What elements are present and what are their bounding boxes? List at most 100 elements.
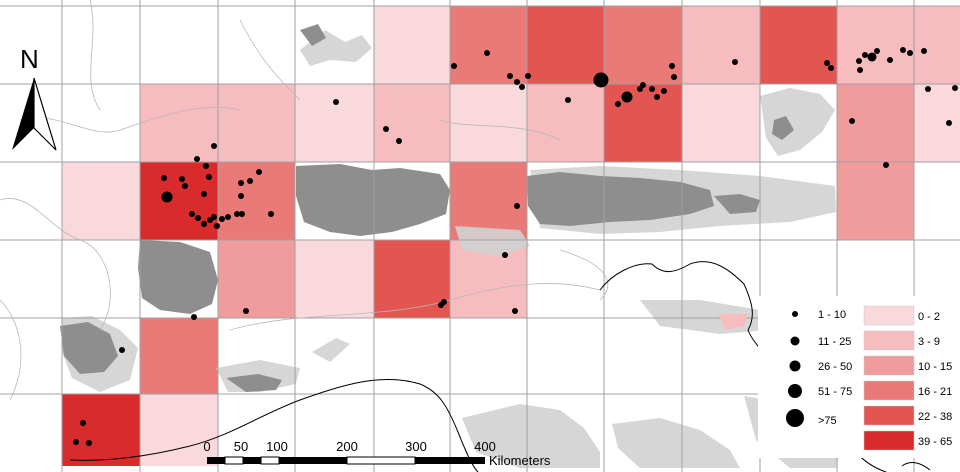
occurrence-point — [828, 65, 834, 71]
grid-cell — [374, 84, 450, 162]
relief-patch — [226, 374, 282, 392]
grid-cell — [140, 84, 218, 162]
occurrence-point — [214, 223, 220, 229]
occurrence-point — [621, 91, 633, 103]
scale-bar-segment — [207, 457, 225, 464]
grid-cell — [450, 84, 527, 162]
occurrence-point — [73, 439, 79, 445]
occurrence-point — [441, 299, 447, 305]
occurrence-point — [206, 174, 212, 180]
occurrence-point — [856, 58, 862, 64]
legend-background — [758, 296, 960, 458]
scale-bar-tick-label: 0 — [203, 439, 210, 454]
legend-class-label: 39 - 65 — [918, 436, 952, 448]
occurrence-point — [239, 211, 245, 217]
legend-class-label: 3 - 9 — [918, 336, 940, 348]
occurrence-point — [649, 86, 655, 92]
occurrence-point — [268, 211, 274, 217]
grid-cell — [450, 6, 527, 84]
occurrence-point — [862, 52, 868, 58]
occurrence-point — [669, 63, 675, 69]
grid-cell — [140, 394, 218, 466]
occurrence-point — [211, 143, 217, 149]
grid-cell — [295, 84, 374, 162]
occurrence-point — [80, 420, 86, 426]
legend-point-label: 11 - 25 — [818, 336, 851, 348]
occurrence-point — [654, 94, 660, 100]
occurrence-point — [396, 138, 402, 144]
occurrence-point — [565, 97, 571, 103]
legend-class-label: 0 - 2 — [918, 311, 940, 323]
occurrence-point — [484, 50, 490, 56]
river-line — [19, 106, 241, 133]
occurrence-point — [247, 178, 253, 184]
occurrence-point — [593, 72, 609, 88]
grid-cell — [914, 6, 960, 84]
occurrence-point — [451, 63, 457, 69]
legend-point-label: >75 — [818, 415, 837, 427]
legend-class-swatch — [863, 330, 915, 351]
relief-patch — [300, 24, 326, 46]
scale-bar-tick-label: 100 — [266, 439, 288, 454]
occurrence-point — [952, 85, 958, 91]
occurrence-point — [512, 308, 518, 314]
scale-bar-segment — [260, 456, 280, 465]
grid-cells — [62, 6, 960, 466]
occurrence-point — [189, 211, 195, 217]
grid-cell — [604, 84, 682, 162]
relief-patch — [612, 418, 740, 468]
scale-bar-segment — [415, 457, 485, 464]
grid-cell — [527, 84, 604, 162]
legend-class-swatch — [863, 430, 915, 451]
grid-cell — [527, 6, 604, 84]
relief-patch — [455, 226, 530, 256]
occurrence-point — [86, 440, 92, 446]
river-line — [439, 119, 561, 141]
legend-point-label: 51 - 75 — [818, 386, 852, 398]
scale-bar-segment — [224, 456, 244, 465]
occurrence-point — [201, 221, 207, 227]
occurrence-point — [238, 180, 244, 186]
relief-patch — [296, 164, 450, 236]
occurrence-point — [219, 216, 225, 222]
occurrence-point — [507, 73, 513, 79]
occurrence-point — [194, 156, 200, 162]
occurrence-point — [615, 101, 621, 107]
relief-patch — [760, 88, 835, 156]
grid-cell — [837, 162, 914, 240]
scale-bar-unit: Kilometers — [489, 453, 551, 468]
occurrence-point — [907, 50, 913, 56]
occurrence-point — [195, 215, 201, 221]
occurrence-points — [73, 47, 958, 446]
river-line — [89, 0, 101, 111]
scale-bar-tick-label: 50 — [234, 439, 248, 454]
relief-patch — [772, 116, 794, 140]
coastline-path — [901, 462, 931, 471]
occurrence-point — [849, 118, 855, 124]
occurrence-point — [887, 57, 893, 63]
alpine-relief — [60, 24, 794, 392]
occurrence-point — [243, 308, 249, 314]
occurrence-point — [514, 203, 520, 209]
grid-cell — [604, 6, 682, 84]
occurrence-point — [234, 211, 240, 217]
occurrence-point — [502, 252, 508, 258]
occurrence-point — [946, 120, 952, 126]
legend-class-swatch — [863, 380, 915, 401]
scale-bar: 0 50 100 200 300 400 Kilometers — [203, 439, 551, 468]
occurrence-point — [824, 60, 830, 66]
legend-point-symbol — [790, 336, 800, 346]
relief-patch — [714, 194, 760, 214]
grid-cell — [760, 6, 837, 84]
occurrence-point — [857, 67, 863, 73]
relief-patch — [60, 322, 118, 374]
relief-patch — [138, 240, 218, 314]
legend: 1 - 10 11 - 25 26 - 50 51 - 75 >75 0 - 2… — [758, 296, 960, 458]
occurrence-point — [921, 48, 927, 54]
scale-bar-tick-label: 200 — [336, 439, 358, 454]
legend-class-label: 16 - 21 — [918, 386, 952, 398]
occurrence-point — [211, 214, 217, 220]
occurrence-point — [661, 88, 667, 94]
